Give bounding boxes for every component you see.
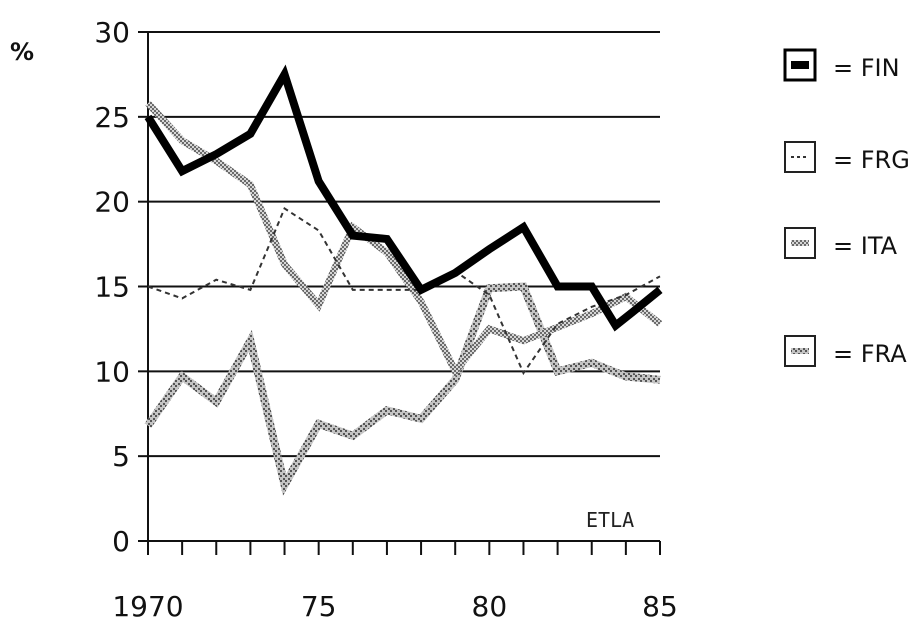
data-point-frg — [318, 230, 319, 231]
legend-label-fra: = FRA — [833, 340, 907, 368]
legend-item-ita: = ITA — [784, 227, 898, 260]
series-line-frg — [147, 206, 661, 376]
legend-swatch-ita-mark — [791, 240, 809, 246]
y-tick-label-30: 30 — [94, 16, 130, 49]
legend-label-frg: = FRG — [833, 146, 910, 174]
series-lines — [144, 64, 663, 496]
x-tick-label-75: 75 — [301, 590, 337, 620]
y-tick-label-5: 5 — [112, 440, 130, 473]
y-tick-label-25: 25 — [94, 101, 130, 134]
y-tick-label-0: 0 — [112, 525, 130, 558]
legend-label-fin: = FIN — [833, 54, 900, 82]
legend-swatch-fra-mark — [791, 348, 809, 354]
legend-item-fra: = FRA — [784, 335, 907, 368]
legend-swatch-fin — [783, 48, 817, 82]
x-tick-label-85: 85 — [642, 590, 678, 620]
legend-item-fin: = FIN — [783, 48, 900, 82]
series-line-fin — [144, 64, 663, 332]
y-tick-label-20: 20 — [94, 186, 130, 219]
series-line-fra — [144, 282, 661, 496]
legend-swatch-frg — [784, 141, 816, 173]
legend-item-frg: = FRG — [784, 141, 910, 174]
legend: = FIN = FRG = ITA = FRA — [783, 48, 910, 368]
legend-swatch-fin-mark — [791, 61, 809, 69]
y-tick-label-10: 10 — [94, 355, 130, 388]
x-tick-label-1970: 1970 — [112, 590, 183, 620]
x-tick-label-80: 80 — [472, 590, 508, 620]
annotation-etla: ETLA — [586, 508, 634, 532]
y-axis-label: % — [10, 38, 34, 66]
legend-swatch-ita — [784, 227, 816, 259]
axes — [147, 32, 660, 555]
series-line-ita — [145, 100, 663, 378]
x-axis-ticks: 1970 75 80 85 — [112, 541, 678, 620]
legend-label-ita: = ITA — [833, 232, 898, 260]
legend-swatch-fra — [784, 335, 816, 367]
y-tick-label-15: 15 — [94, 271, 130, 304]
y-axis-ticks: 0 5 10 15 20 25 30 — [94, 16, 148, 558]
